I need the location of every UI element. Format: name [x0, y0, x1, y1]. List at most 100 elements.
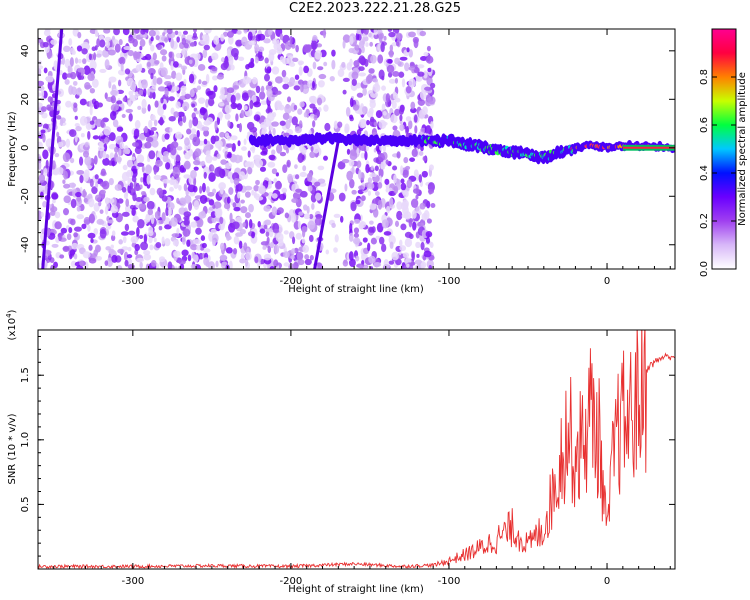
noise-blob [153, 166, 157, 175]
noise-blob [220, 159, 227, 165]
noise-blob [392, 71, 400, 77]
noise-blob [220, 62, 228, 71]
noise-blob [183, 78, 187, 85]
noise-blob [196, 85, 202, 91]
noise-blob [168, 115, 176, 122]
noise-blob [38, 102, 43, 108]
noise-blob [156, 77, 163, 85]
noise-blob [73, 232, 78, 238]
noise-blob [294, 164, 298, 169]
noise-blob [238, 240, 243, 249]
noise-blob [38, 130, 42, 136]
noise-blob [333, 213, 341, 218]
noise-blob [239, 155, 243, 163]
noise-blob [430, 121, 434, 129]
noise-blob [206, 186, 210, 194]
noise-blob [110, 89, 118, 96]
noise-blob [77, 31, 82, 39]
noise-blob [89, 178, 94, 188]
noise-blob [156, 44, 162, 51]
noise-blob [309, 254, 314, 261]
noise-blob [128, 113, 133, 122]
noise-blob [369, 41, 373, 47]
noise-blob [184, 194, 192, 204]
noise-blob [287, 96, 292, 103]
noise-blob [127, 99, 132, 107]
noise-blob [123, 45, 131, 51]
noise-blob [184, 93, 191, 100]
noise-blob [152, 75, 157, 86]
noise-blob [293, 104, 298, 111]
noise-blob [111, 230, 116, 237]
noise-blob [222, 31, 229, 37]
noise-blob [54, 221, 62, 230]
noise-blob [96, 38, 101, 48]
noise-blob [351, 189, 357, 195]
noise-blob [71, 86, 77, 96]
noise-blob [346, 148, 351, 155]
noise-blob [430, 82, 436, 89]
noise-blob [155, 159, 163, 167]
noise-blob [103, 143, 108, 152]
noise-blob [242, 75, 250, 85]
noise-blob [203, 29, 212, 34]
noise-blob [271, 121, 279, 127]
noise-blob [226, 135, 231, 141]
noise-blob [373, 33, 379, 40]
noise-blob [423, 250, 432, 258]
noise-blob [129, 94, 138, 102]
noise-blob [89, 60, 97, 71]
noise-blob [253, 184, 260, 192]
noise-blob [404, 237, 413, 248]
noise-blob [108, 177, 114, 186]
noise-blob [148, 119, 153, 129]
noise-blob [404, 231, 413, 238]
noise-blob [286, 159, 291, 168]
noise-blob [420, 127, 427, 133]
noise-blob [116, 265, 123, 269]
noise-blob [248, 62, 255, 69]
noise-blob [217, 112, 224, 119]
noise-blob [198, 211, 207, 219]
noise-blob [344, 183, 348, 192]
y-tick-label: 0.5 [20, 496, 31, 512]
noise-blob [307, 220, 316, 230]
noise-blob [99, 220, 105, 225]
noise-blob [94, 45, 98, 51]
noise-blob [150, 72, 154, 80]
noise-blob [71, 242, 79, 250]
noise-blob [214, 166, 223, 177]
noise-blob [54, 153, 60, 158]
noise-blob [399, 165, 404, 176]
noise-blob [372, 78, 378, 83]
noise-blob [164, 80, 172, 86]
noise-blob [123, 251, 129, 262]
noise-blob [405, 165, 411, 170]
noise-blob [117, 79, 122, 87]
noise-blob [174, 30, 179, 36]
noise-blob [367, 73, 373, 84]
line-frame [37, 329, 676, 570]
noise-blob [44, 29, 51, 33]
noise-blob [66, 233, 72, 241]
noise-blob [205, 73, 210, 84]
noise-blob [93, 155, 98, 165]
noise-blob [351, 78, 357, 87]
noise-blob [416, 253, 420, 259]
noise-blob [218, 102, 225, 107]
noise-blob [160, 49, 168, 56]
noise-blob [399, 106, 404, 115]
noise-blob [292, 57, 299, 62]
noise-blob [175, 72, 183, 81]
noise-blob [214, 120, 218, 131]
noise-blob [88, 213, 95, 224]
noise-blob [302, 165, 307, 172]
noise-blob [79, 174, 84, 184]
noise-blob [193, 29, 197, 33]
noise-blob [122, 164, 128, 171]
noise-blob [180, 198, 186, 205]
x-tick-label: 0 [604, 276, 610, 287]
noise-blob [69, 57, 74, 67]
noise-blob [87, 224, 91, 232]
noise-blob [91, 186, 98, 195]
